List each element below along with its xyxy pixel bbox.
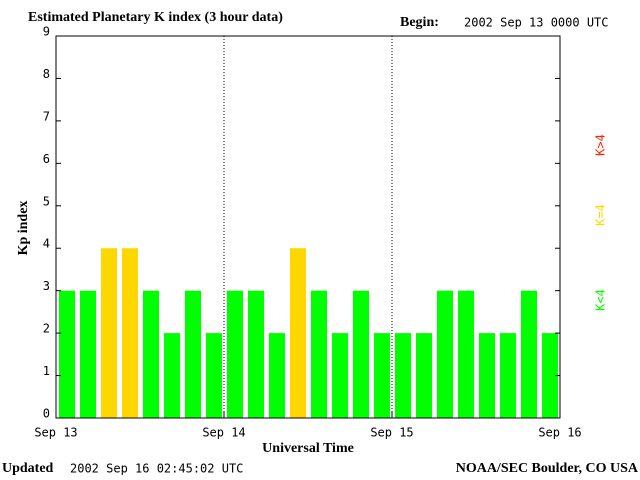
bar <box>332 333 348 418</box>
bar <box>500 333 516 418</box>
bar <box>458 290 474 418</box>
bar <box>122 248 138 418</box>
y-axis-label: Kp index <box>16 201 31 256</box>
bar <box>290 248 306 418</box>
x-tick-label: Sep 13 <box>34 426 77 440</box>
y-tick-label: 6 <box>43 152 50 166</box>
plot-frame <box>55 35 561 419</box>
y-tick-label: 8 <box>43 67 50 81</box>
updated-value: 2002 Sep 16 02:45:02 UTC <box>70 462 243 476</box>
bar <box>416 333 432 418</box>
begin-label: Begin: <box>400 15 439 30</box>
bar <box>395 333 411 418</box>
bar <box>437 290 453 418</box>
bar <box>521 290 537 418</box>
y-tick-label: 0 <box>43 407 50 421</box>
x-axis-label: Universal Time <box>262 441 354 456</box>
y-tick-label: 5 <box>43 194 50 208</box>
bar <box>479 333 495 418</box>
bar <box>248 290 264 418</box>
y-tick-label: 4 <box>43 237 50 251</box>
x-tick-label: Sep 16 <box>538 426 581 440</box>
bar <box>374 333 390 418</box>
y-tick-label: 1 <box>43 364 50 378</box>
bar <box>143 290 159 418</box>
bar <box>311 290 327 418</box>
updated-label: Updated <box>2 461 54 476</box>
x-tick-label: Sep 14 <box>202 426 245 440</box>
chart-title: Estimated Planetary K index (3 hour data… <box>28 10 283 25</box>
legend-label: K<4 <box>594 289 608 311</box>
legend-label: K=4 <box>594 204 608 226</box>
bar <box>353 290 369 418</box>
bar <box>101 248 117 418</box>
begin-value: 2002 Sep 13 0000 UTC <box>464 16 609 30</box>
bar <box>185 290 201 418</box>
bar <box>80 290 96 418</box>
bar <box>227 290 243 418</box>
y-tick-label: 3 <box>43 279 50 293</box>
legend-label: K>4 <box>594 134 608 156</box>
bar <box>164 333 180 418</box>
y-tick-label: 2 <box>43 322 50 336</box>
source: NOAA/SEC Boulder, CO USA <box>456 461 639 476</box>
bar <box>59 290 75 418</box>
y-tick-label: 9 <box>43 25 50 39</box>
bar <box>269 333 285 418</box>
x-tick-label: Sep 15 <box>370 426 413 440</box>
y-tick-label: 7 <box>43 109 50 123</box>
bar <box>206 333 222 418</box>
bar <box>542 333 558 418</box>
